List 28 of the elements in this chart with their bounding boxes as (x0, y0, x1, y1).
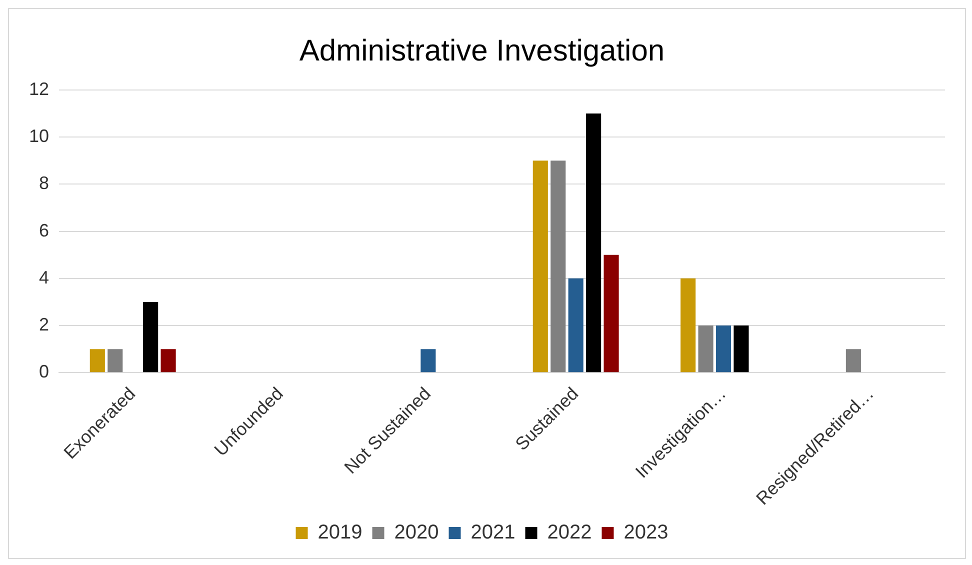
bar (420, 349, 436, 372)
y-tick-label: 0 (39, 362, 50, 382)
bar (846, 349, 861, 372)
bar (90, 349, 105, 372)
bar (604, 254, 619, 372)
bar (532, 160, 548, 372)
bar (734, 326, 749, 372)
y-tick-label: 8 (39, 173, 50, 194)
legend-label: 2023 (624, 522, 668, 544)
bar (680, 278, 696, 372)
bar (108, 349, 123, 372)
y-tick-label: 10 (28, 126, 50, 146)
bar (143, 302, 158, 372)
y-tick-label: 4 (39, 267, 50, 288)
legend-label: 2020 (394, 522, 439, 544)
bar (550, 160, 566, 372)
bar (586, 114, 602, 372)
legend-label: 2022 (547, 522, 592, 544)
y-tick-label: 2 (39, 314, 50, 335)
legend-label: 2019 (318, 522, 362, 544)
y-tick-label: 6 (39, 220, 50, 240)
bar (568, 278, 584, 372)
bar (716, 326, 732, 372)
chart-title: Administrative Investigation (299, 34, 665, 68)
legend-label: 2021 (470, 522, 516, 544)
bar (160, 349, 176, 372)
bar (698, 326, 714, 372)
y-tick-label: 12 (28, 78, 50, 99)
